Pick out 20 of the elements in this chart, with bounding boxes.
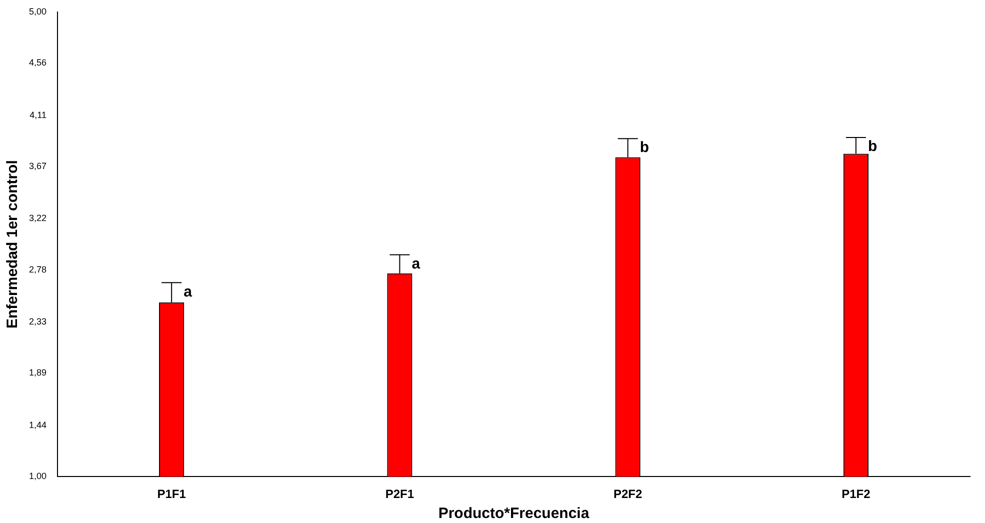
y-tick-label: 1,44	[28, 420, 47, 430]
x-tick-label: P1F2	[842, 487, 871, 502]
y-tick-label: 5,00	[28, 6, 47, 16]
y-tick-label: 1,89	[28, 368, 47, 378]
y-tick-label: 4,56	[28, 58, 47, 68]
y-tick-label: 3,67	[28, 160, 47, 171]
y-axis-title: Enfermedad 1er control	[4, 160, 22, 328]
x-tick-label: P2F2	[613, 487, 642, 502]
annotation: a	[184, 283, 193, 300]
x-tick-label: P2F1	[385, 487, 414, 502]
annotation: a	[412, 255, 421, 272]
annotation: b	[640, 139, 649, 156]
y-tick-label: 4,11	[30, 110, 47, 120]
x-axis-title: Producto*Frecuencia	[438, 505, 590, 522]
annotation: b	[868, 138, 878, 156]
y-tick-label: 2,78	[28, 264, 47, 274]
y-tick-label: 3,22	[28, 213, 47, 224]
x-tick-label: P1F1	[157, 487, 186, 502]
y-tick-label: 1,00	[28, 471, 47, 482]
y-tick-label: 2,33	[28, 316, 47, 327]
